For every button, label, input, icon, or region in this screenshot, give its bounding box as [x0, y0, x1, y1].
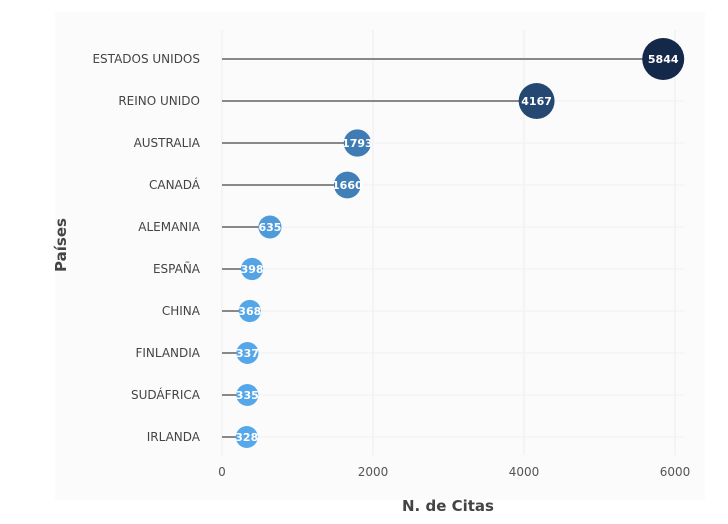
lollipop-point [518, 83, 555, 119]
lollipop-point [236, 341, 259, 365]
lollipop-point [235, 426, 258, 448]
data-label: 1793 [342, 137, 373, 150]
lollipop-point [343, 129, 372, 157]
data-label: 1660 [332, 179, 363, 192]
data-label: 4167 [521, 95, 552, 108]
x-axis-label: N. de Citas [402, 497, 494, 515]
x-tick-label: 0 [218, 465, 226, 479]
data-label: 5844 [648, 53, 679, 66]
x-tick-labels: 0 2000 4000 6000 [218, 465, 690, 479]
points: 5844 4167 1793 1660 635 398 368 337 335 328 [235, 38, 685, 448]
plot-panel [55, 12, 705, 500]
data-label: 398 [241, 263, 264, 276]
lollipop-point [238, 299, 261, 323]
lollipop-point [333, 171, 361, 199]
x-tick-label: 4000 [509, 465, 540, 479]
x-tick-label: 2000 [358, 465, 389, 479]
category-label: ESPAÑA [153, 261, 201, 276]
data-label: 337 [236, 347, 259, 360]
category-label: CHINA [162, 304, 201, 318]
category-label: CANADÁ [149, 177, 201, 192]
data-label: 635 [258, 221, 281, 234]
data-label: 368 [238, 305, 261, 318]
category-label: SUDÁFRICA [131, 387, 201, 402]
category-label: ESTADOS UNIDOS [92, 52, 200, 66]
category-label: AUSTRALIA [134, 136, 201, 150]
category-label: ALEMANIA [138, 220, 201, 234]
lollipop-point [642, 38, 685, 80]
category-label: REINO UNIDO [118, 94, 200, 108]
category-labels: ESTADOS UNIDOS REINO UNIDO AUSTRALIA CANADÁ… [92, 52, 200, 444]
data-label: 328 [235, 431, 258, 444]
lollipop-point [236, 383, 259, 407]
lollipop-point [258, 215, 282, 239]
category-label: FINLANDIA [135, 346, 200, 360]
lollipop-point [240, 257, 264, 281]
data-label: 335 [236, 389, 259, 402]
x-tick-label: 6000 [660, 465, 691, 479]
category-label: IRLANDA [147, 430, 201, 444]
y-axis-label: Países [52, 218, 70, 272]
